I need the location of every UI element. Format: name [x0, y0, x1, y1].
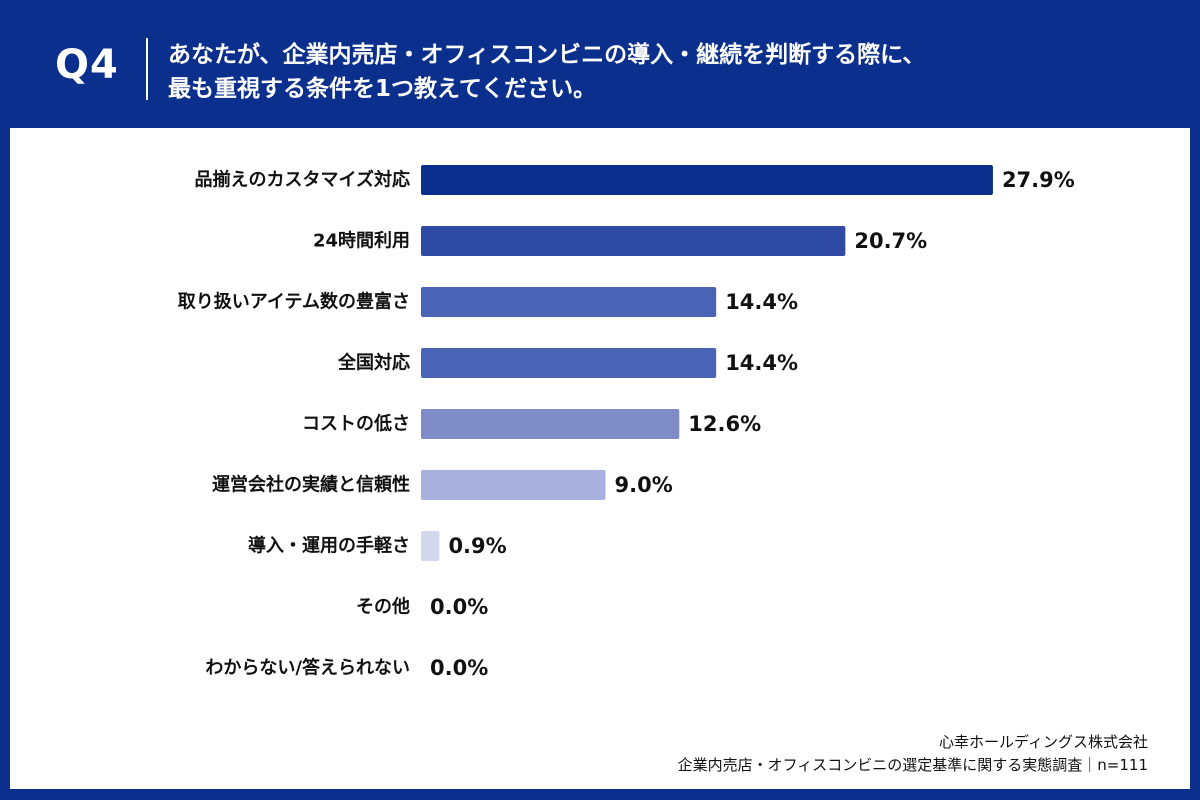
- question-text: あなたが、企業内売店・オフィスコンビニの導入・継続を判断する際に、 最も重視する…: [168, 38, 1168, 106]
- bar: [421, 287, 717, 317]
- value-label: 0.9%: [448, 534, 506, 558]
- source-survey: 企業内売店・オフィスコンビニの選定基準に関する実態調査｜n=111: [677, 756, 1148, 774]
- category-label: 全国対応: [337, 352, 410, 374]
- value-label: 27.9%: [1002, 168, 1075, 192]
- category-label: 品揃えのカスタマイズ対応: [195, 169, 410, 191]
- chart-panel: 品揃えのカスタマイズ対応 27.9% 24時間利用 20.7% 取り扱いアイテム数の豊富…: [10, 128, 1190, 789]
- bar: [421, 470, 606, 500]
- question-line-2: 最も重視する条件を1つ教えてください。: [168, 76, 597, 102]
- value-label: 20.7%: [854, 229, 927, 253]
- value-label: 0.0%: [430, 595, 488, 619]
- category-label: その他: [356, 596, 410, 618]
- bar: [421, 531, 440, 561]
- category-label: わからない/答えられない: [205, 657, 410, 679]
- question-number: Q4: [55, 42, 119, 88]
- category-label: 24時間利用: [313, 230, 410, 252]
- bar-chart: 品揃えのカスタマイズ対応 27.9% 24時間利用 20.7% 取り扱いアイテム数の豊富…: [178, 165, 1075, 680]
- header: Q4 あなたが、企業内売店・オフィスコンビニの導入・継続を判断する際に、 最も重…: [0, 0, 1200, 128]
- source-note: 心幸ホールディングス株式会社 企業内売店・オフィスコンビニの選定基準に関する実態…: [678, 731, 1148, 777]
- value-label: 14.4%: [725, 351, 798, 375]
- bar: [421, 409, 680, 439]
- value-label: 9.0%: [615, 473, 673, 497]
- bar: [421, 226, 846, 256]
- category-label: 取り扱いアイテム数の豊富さ: [178, 291, 410, 313]
- value-label: 0.0%: [430, 656, 488, 680]
- value-label: 12.6%: [688, 412, 761, 436]
- source-company: 心幸ホールディングス株式会社: [939, 733, 1148, 751]
- question-line-1: あなたが、企業内売店・オフィスコンビニの導入・継続を判断する際に、: [168, 42, 926, 68]
- header-divider: [146, 38, 148, 100]
- category-label: 導入・運用の手軽さ: [248, 535, 410, 557]
- category-label: コストの低さ: [302, 413, 410, 435]
- value-label: 14.4%: [725, 290, 798, 314]
- category-label: 運営会社の実績と信頼性: [212, 474, 410, 496]
- bar: [421, 348, 717, 378]
- bar: [421, 165, 993, 195]
